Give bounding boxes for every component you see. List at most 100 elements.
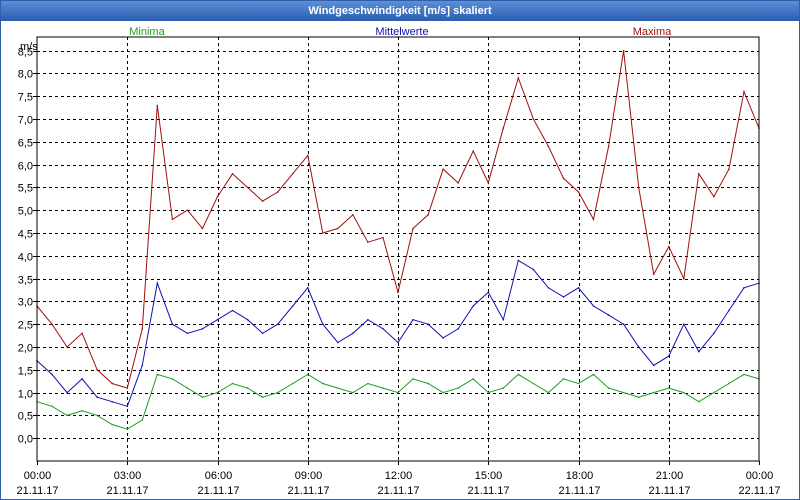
data-point xyxy=(171,323,174,326)
data-point xyxy=(171,378,174,380)
data-point xyxy=(487,391,490,394)
x-tick-date: 21.11.17 xyxy=(197,485,239,497)
data-point xyxy=(246,186,249,189)
grid-lines xyxy=(37,37,759,461)
data-point xyxy=(427,214,429,216)
x-tick-time: 06:00 xyxy=(205,470,233,482)
data-point xyxy=(156,282,159,285)
data-point xyxy=(713,332,715,335)
data-point xyxy=(743,90,745,93)
data-point xyxy=(126,428,129,430)
data-point xyxy=(668,355,670,357)
data-point xyxy=(457,387,460,389)
data-point xyxy=(592,218,595,221)
data-point xyxy=(81,410,83,412)
y-tick-label: 2,5 xyxy=(18,320,33,332)
data-point xyxy=(412,378,414,380)
legend-mittelwerte: Mittelwerte xyxy=(375,26,428,38)
data-point xyxy=(367,318,369,321)
x-tick-date: 21.11.17 xyxy=(287,485,329,497)
data-point xyxy=(51,323,53,326)
y-tick-label: 0,0 xyxy=(18,434,33,446)
data-point xyxy=(547,391,550,394)
data-point xyxy=(367,382,369,385)
y-tick-label: 5,5 xyxy=(18,183,33,195)
x-tick-date: 21.11.17 xyxy=(106,485,148,497)
series-lines xyxy=(36,49,760,430)
data-point xyxy=(442,337,444,339)
y-tick-label: 1,5 xyxy=(18,366,33,378)
x-tick-date: 21.11.17 xyxy=(377,485,419,497)
y-axis-ticks: 0,0 0,5 1,0 1,5 2,0 2,5 3,0 3,5 4,0 4,5 5,0 5,5 6,0 6… xyxy=(18,47,37,446)
data-point xyxy=(683,277,685,280)
data-point xyxy=(231,382,234,385)
data-point xyxy=(487,182,490,184)
data-point xyxy=(592,305,595,307)
data-point xyxy=(291,305,294,307)
plot-frame xyxy=(36,36,760,462)
data-point xyxy=(652,364,655,367)
data-point xyxy=(698,350,700,353)
data-point xyxy=(201,396,204,399)
data-point xyxy=(637,186,640,189)
data-point xyxy=(412,227,414,230)
x-tick-time: 00:00 xyxy=(24,470,52,482)
data-point xyxy=(532,118,535,120)
data-point xyxy=(231,173,234,175)
legend-minima: Minima xyxy=(129,26,165,38)
y-tick-label: 0,5 xyxy=(18,411,33,423)
y-tick-label: 8,5 xyxy=(18,47,33,59)
data-point xyxy=(728,168,730,170)
x-tick-time: 21:00 xyxy=(656,470,684,482)
data-point xyxy=(487,291,490,294)
data-point xyxy=(201,328,204,330)
data-point xyxy=(607,145,610,148)
data-point xyxy=(652,391,655,394)
data-point xyxy=(577,382,580,385)
data-point xyxy=(532,382,535,385)
data-point xyxy=(637,396,640,399)
data-point xyxy=(291,382,294,385)
y-axis-label: m/s xyxy=(20,41,38,53)
data-point xyxy=(276,191,279,193)
data-point xyxy=(307,154,309,157)
data-point xyxy=(111,400,113,403)
data-point xyxy=(141,364,144,367)
data-point xyxy=(562,296,565,298)
data-point xyxy=(502,318,505,321)
data-point xyxy=(352,391,354,394)
data-point xyxy=(111,382,113,385)
data-point xyxy=(216,195,219,198)
data-point xyxy=(472,378,475,380)
data-point xyxy=(592,373,595,376)
data-point xyxy=(367,241,369,243)
data-point xyxy=(577,287,580,289)
data-point xyxy=(337,341,339,344)
data-point xyxy=(322,232,324,234)
data-point xyxy=(246,387,249,389)
data-point xyxy=(141,328,144,330)
x-tick-date: 22.11.17 xyxy=(738,485,780,497)
data-point xyxy=(457,182,460,184)
data-point xyxy=(156,104,159,107)
data-point xyxy=(517,259,520,262)
data-point xyxy=(51,405,53,408)
data-point xyxy=(201,227,204,230)
y-tick-label: 7,0 xyxy=(18,115,33,127)
data-point xyxy=(532,268,535,271)
data-point xyxy=(81,378,83,380)
data-point xyxy=(382,387,384,389)
data-point xyxy=(307,287,309,289)
data-point xyxy=(141,419,144,421)
data-point xyxy=(66,414,68,417)
data-point xyxy=(517,77,520,79)
data-point xyxy=(261,332,264,335)
series-line-minima xyxy=(36,373,760,430)
x-tick-date: 21.11.17 xyxy=(648,485,690,497)
x-tick-date: 21.11.17 xyxy=(16,485,58,497)
y-tick-label: 1,0 xyxy=(18,389,33,401)
data-point xyxy=(517,373,520,376)
data-point xyxy=(442,391,444,394)
data-point xyxy=(186,332,189,335)
y-tick-label: 2,0 xyxy=(18,343,33,355)
